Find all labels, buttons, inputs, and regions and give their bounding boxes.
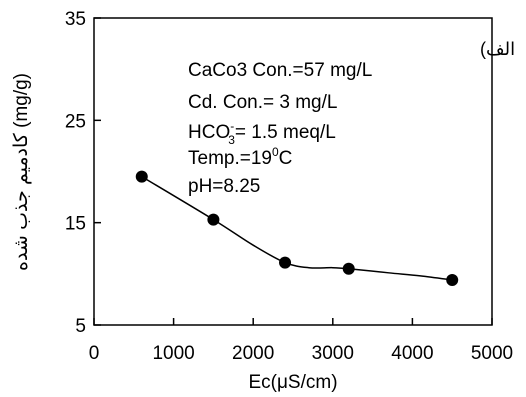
y-axis-title: (mg/g) کادمیم جذب شده [11, 73, 32, 271]
annotation-block: CaCo3 Con.=57 mg/L Cd. Con.= 3 mg/L HCO-… [188, 60, 372, 197]
annotation-line-5: pH=8.25 [188, 176, 260, 197]
x-tick-label: 5000 [471, 343, 513, 364]
x-tick-label: 2000 [232, 343, 274, 364]
data-point [279, 256, 292, 269]
y-tick-label: 15 [65, 214, 86, 235]
data-point [342, 262, 355, 275]
data-point [135, 170, 148, 183]
x-axis-title: Ec(μS/cm) [248, 372, 337, 393]
plot-frame [93, 17, 493, 326]
y-tick-label: 25 [65, 111, 86, 132]
data-point [446, 273, 459, 286]
annotation-line-1: CaCo3 Con.=57 mg/L [188, 60, 372, 81]
y-axis-ticks: 5 15 25 35 [65, 9, 101, 337]
annotation-line-4: Temp.=190C [188, 145, 292, 169]
data-point [207, 213, 220, 226]
x-tick-label: 3000 [312, 343, 354, 364]
y-tick-label: 5 [75, 316, 86, 337]
x-axis-ticks: 0 1000 2000 3000 4000 5000 [89, 318, 513, 364]
x-tick-label: 1000 [152, 343, 194, 364]
annotation-line-2: Cd. Con.= 3 mg/L [188, 92, 337, 113]
panel-label: الف) [480, 39, 515, 59]
x-tick-label: 0 [89, 343, 100, 364]
y-tick-label: 35 [65, 9, 86, 30]
series-markers [135, 170, 459, 286]
series-line [141, 175, 453, 281]
annotation-line-3: HCO-3= 1.5 meq/L [188, 119, 336, 147]
x-tick-label: 4000 [391, 343, 433, 364]
